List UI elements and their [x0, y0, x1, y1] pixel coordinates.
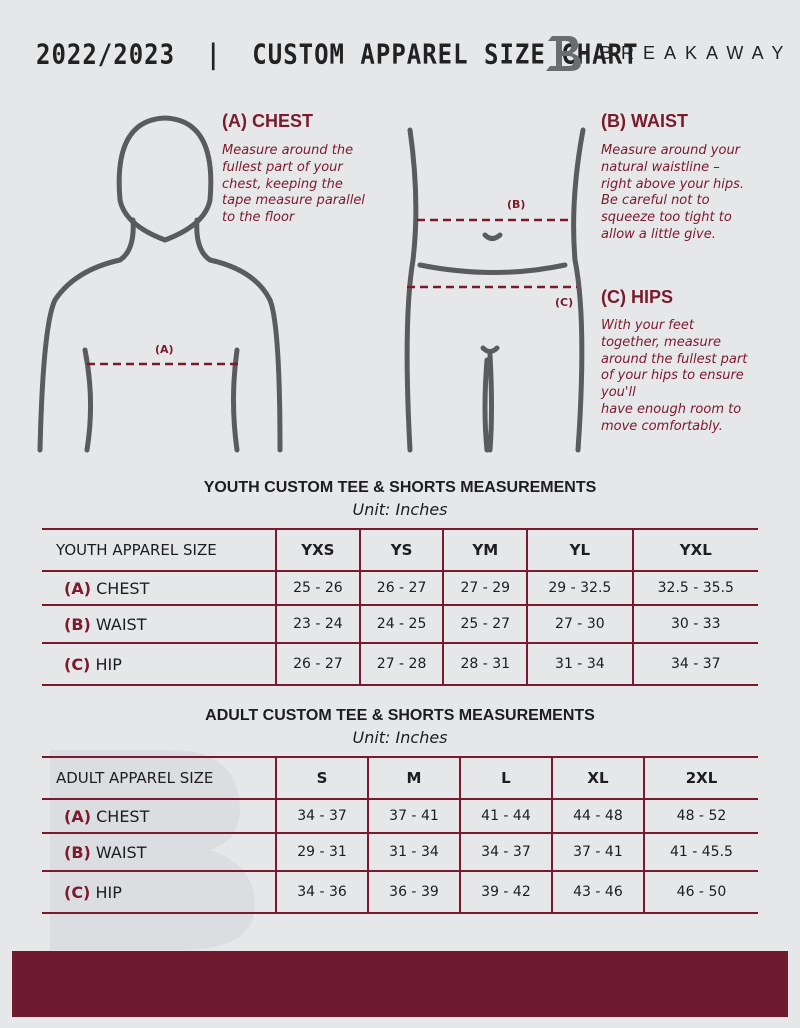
- table-row: (A) CHEST 34 - 37 37 - 41 41 - 44 44 - 48 48 …: [42, 798, 758, 834]
- measurement-code: (C): [64, 654, 91, 674]
- measurement-value: 46 - 50: [642, 870, 758, 914]
- measurement-label: (C) HIP: [42, 642, 276, 686]
- upper-body-illustration: [37, 115, 283, 453]
- measurement-value: 43 - 46: [550, 870, 644, 914]
- table-row: (A) CHEST 25 - 26 26 - 27 27 - 29 29 - 32.5 3…: [42, 570, 758, 606]
- measurement-code: (B): [64, 842, 91, 862]
- size-column-header: YS: [358, 528, 444, 572]
- footer-bar: [12, 951, 788, 1017]
- size-column-header: L: [458, 756, 552, 800]
- adult-size-table: ADULT APPAREL SIZE S M L XL 2XL (A) CHEST 34 - …: [42, 756, 758, 914]
- measurement-value: 41 - 45.5: [642, 832, 758, 872]
- table-row: (B) WAIST 23 - 24 24 - 25 25 - 27 27 - 30 30 …: [42, 604, 758, 644]
- measurement-value: 31 - 34: [366, 832, 460, 872]
- table-header-row: YOUTH APPAREL SIZE YXS YS YM YL YXL: [42, 528, 758, 572]
- waist-marker: (B): [507, 198, 526, 211]
- measurement-value: 32.5 - 35.5: [631, 570, 758, 606]
- measurement-label: (B) WAIST: [42, 832, 276, 872]
- measurement-name: CHEST: [96, 806, 150, 826]
- measurement-value: 28 - 31: [442, 642, 528, 686]
- measurement-name: HIP: [95, 882, 122, 902]
- measurement-value: 27 - 30: [526, 604, 633, 644]
- measurement-name: HIP: [95, 654, 122, 674]
- measurement-value: 36 - 39: [366, 870, 460, 914]
- measurement-value: 34 - 37: [458, 832, 552, 872]
- brand-name: BREAKAWAY: [600, 43, 793, 63]
- size-column-header: M: [366, 756, 460, 800]
- measurement-label: (B) WAIST: [42, 604, 276, 644]
- measurement-code: (C): [64, 882, 91, 902]
- size-column-header: YXS: [275, 528, 360, 572]
- measurement-value: 29 - 31: [275, 832, 368, 872]
- adult-table-title: ADULT CUSTOM TEE & SHORTS MEASUREMENTS: [205, 707, 595, 724]
- measurement-value: 25 - 27: [442, 604, 528, 644]
- measurement-code: (A): [64, 578, 92, 598]
- measurement-label: (A) CHEST: [42, 570, 276, 606]
- chest-heading: (A) CHEST: [222, 111, 313, 131]
- table-header-row: ADULT APPAREL SIZE S M L XL 2XL: [42, 756, 758, 800]
- measurement-value: 37 - 41: [550, 832, 644, 872]
- measurement-name: WAIST: [95, 842, 147, 862]
- size-column-header: 2XL: [642, 756, 758, 800]
- measurement-value: 31 - 34: [526, 642, 633, 686]
- measurement-value: 41 - 44: [458, 798, 552, 834]
- youth-table-title: YOUTH CUSTOM TEE & SHORTS MEASUREMENTS: [203, 479, 597, 496]
- waist-heading: (B) WAIST: [601, 111, 688, 131]
- table-row: (C) HIP 26 - 27 27 - 28 28 - 31 31 - 34 34 - …: [42, 642, 758, 686]
- size-column-header: S: [275, 756, 368, 800]
- measurement-value: 27 - 28: [358, 642, 444, 686]
- measurement-value: 27 - 29: [442, 570, 528, 606]
- youth-size-table: YOUTH APPAREL SIZE YXS YS YM YL YXL (A) CHEST 2…: [42, 528, 758, 686]
- hips-marker: (C): [555, 296, 574, 309]
- measurement-label: (C) HIP: [42, 870, 276, 914]
- measurement-value: 48 - 52: [642, 798, 758, 834]
- measurement-value: 44 - 48: [550, 798, 644, 834]
- adult-table-unit: Unit: Inches: [352, 728, 448, 747]
- measurement-name: WAIST: [95, 614, 147, 634]
- size-header-label: ADULT APPAREL SIZE: [42, 756, 276, 800]
- chest-description: Measure around the fullest part of your …: [222, 143, 365, 226]
- measurement-value: 26 - 27: [275, 642, 360, 686]
- measurement-value: 24 - 25: [358, 604, 444, 644]
- chest-marker: (A): [155, 343, 174, 356]
- measurement-value: 34 - 37: [631, 642, 758, 686]
- measurement-value: 30 - 33: [631, 604, 758, 644]
- measurement-value: 39 - 42: [458, 870, 552, 914]
- table-row: (B) WAIST 29 - 31 31 - 34 34 - 37 37 - 41 41 …: [42, 832, 758, 872]
- measurement-value: 26 - 27: [358, 570, 444, 606]
- breakaway-logo: [546, 36, 581, 71]
- size-column-header: YL: [526, 528, 633, 572]
- measurement-code: (B): [64, 614, 91, 634]
- measurement-value: 25 - 26: [275, 570, 360, 606]
- measurement-code: (A): [64, 806, 92, 826]
- page-title: 2022/2023 | CUSTOM APPAREL SIZE CHART: [36, 38, 639, 71]
- measurement-value: 34 - 36: [275, 870, 368, 914]
- waist-description: Measure around your natural waistline – …: [601, 143, 745, 242]
- measurement-label: (A) CHEST: [42, 798, 276, 834]
- lower-body-illustration: [404, 127, 586, 453]
- table-row: (C) HIP 34 - 36 36 - 39 39 - 42 43 - 46 46 - …: [42, 870, 758, 914]
- size-column-header: YXL: [631, 528, 758, 572]
- measurement-name: CHEST: [96, 578, 150, 598]
- size-column-header: XL: [550, 756, 644, 800]
- measurement-value: 23 - 24: [275, 604, 360, 644]
- size-header-label: YOUTH APPAREL SIZE: [42, 528, 276, 572]
- size-column-header: YM: [442, 528, 528, 572]
- youth-table-unit: Unit: Inches: [352, 500, 448, 519]
- measurement-value: 29 - 32.5: [526, 570, 633, 606]
- hips-description: With your feet together, measure around …: [601, 318, 748, 434]
- hips-heading: (C) HIPS: [601, 287, 673, 307]
- measurement-value: 37 - 41: [366, 798, 460, 834]
- measurement-value: 34 - 37: [275, 798, 368, 834]
